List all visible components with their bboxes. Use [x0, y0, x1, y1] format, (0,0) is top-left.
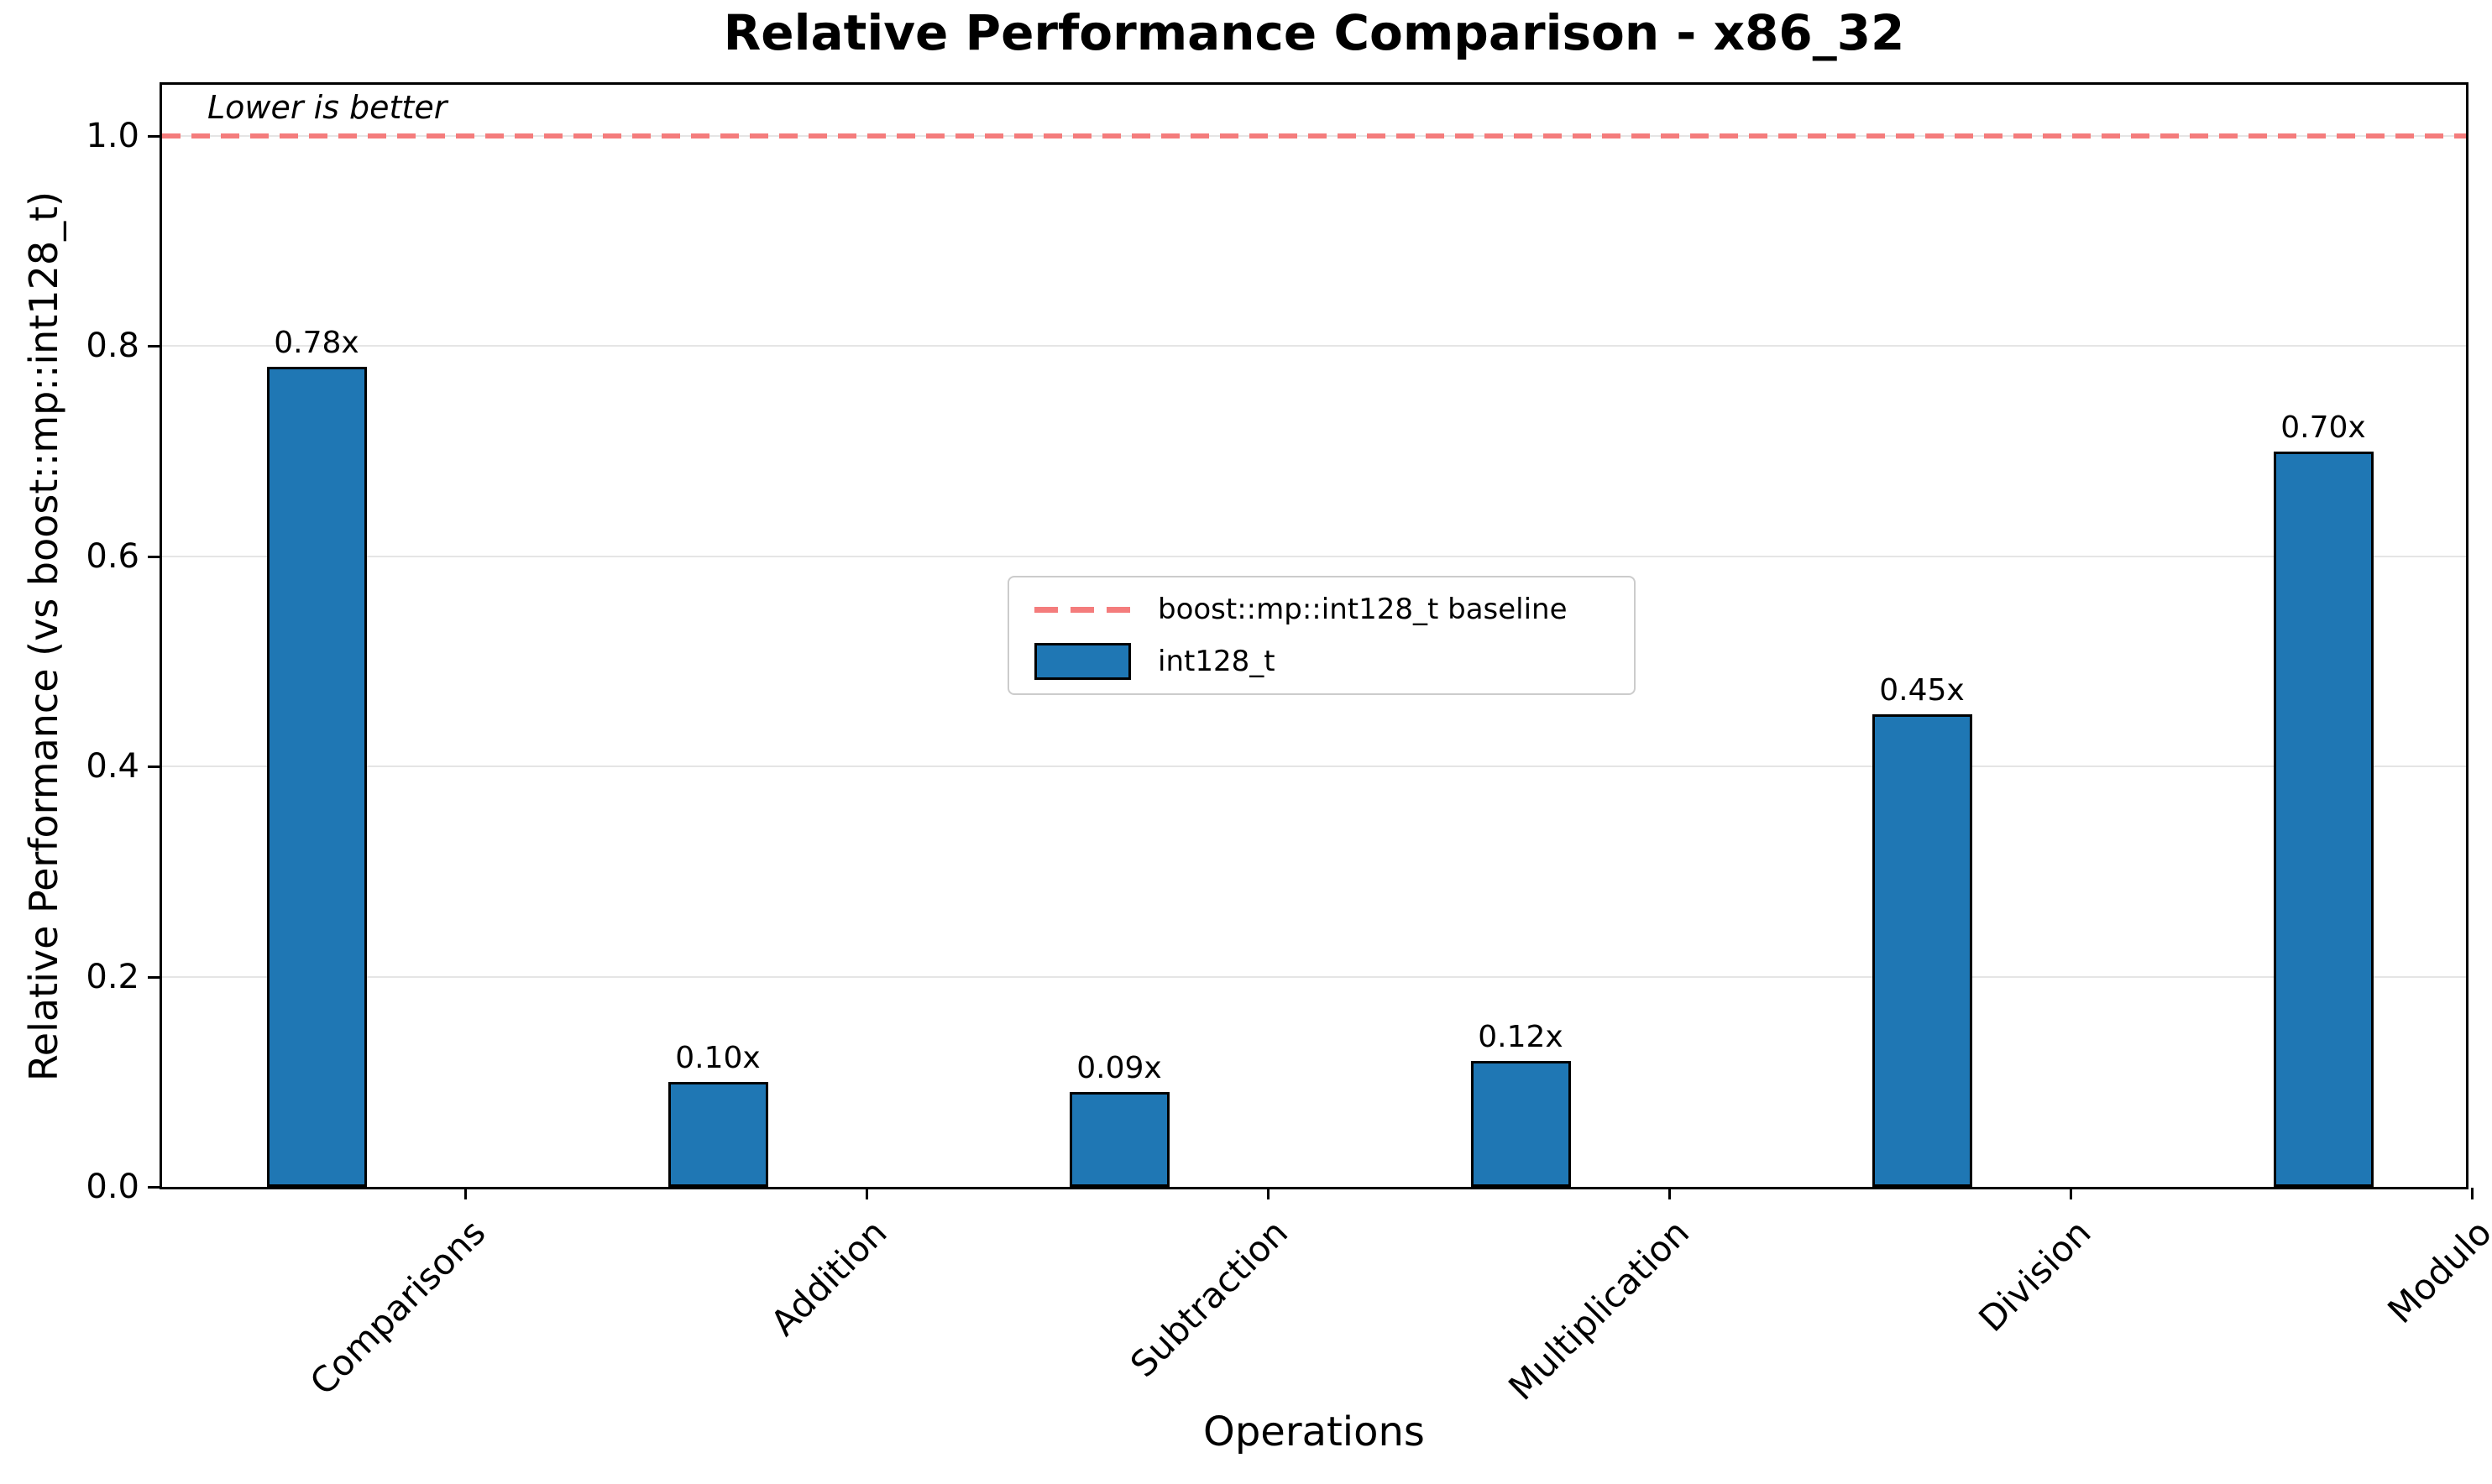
bar-subtraction [1069, 1092, 1170, 1187]
bar-value-label: 0.10x [675, 1040, 761, 1075]
x-tick-mark [2070, 1188, 2072, 1199]
gridline [162, 975, 2466, 978]
bar-value-label: 0.45x [1879, 672, 1965, 708]
x-tick-label-comparisons: Comparisons [301, 1211, 494, 1403]
y-tick-mark [148, 975, 160, 979]
y-tick-label: 0.4 [86, 747, 139, 786]
gridline [162, 555, 2466, 557]
bar-value-label: 0.78x [274, 325, 359, 360]
bar-value-label: 0.70x [2280, 410, 2366, 445]
y-tick-label: 0.6 [86, 536, 139, 576]
bar-value-label: 0.12x [1478, 1019, 1563, 1054]
plot-area: Lower is better 0.78x 0.10x 0.09x 0.12x 0.45… [160, 82, 2468, 1189]
x-tick-mark [2471, 1188, 2474, 1199]
x-tick-label-multiplication: Multiplication [1500, 1211, 1698, 1408]
legend-item-baseline: boost::mp::int128_t baseline [1034, 589, 1609, 630]
lower-is-better-annotation: Lower is better [207, 89, 448, 126]
y-tick-label: 1.0 [86, 117, 139, 155]
bar-multiplication [1470, 1061, 1571, 1187]
x-tick-label-division: Division [1970, 1211, 2099, 1340]
y-axis-label: Relative Performance (vs boost::mp::int1… [21, 191, 66, 1082]
legend-label-baseline: boost::mp::int128_t baseline [1158, 593, 1568, 626]
chart-title: Relative Performance Comparison - x86_32 [723, 4, 1905, 61]
x-tick-label-modulo: Modulo [2379, 1211, 2492, 1332]
y-tick-label: 0.8 [86, 327, 139, 366]
y-tick-mark [148, 135, 160, 138]
x-tick-mark [464, 1188, 467, 1199]
bar-color-swatch [1034, 643, 1131, 680]
baseline-dashed-line [162, 133, 2466, 138]
gridline [162, 766, 2466, 768]
x-tick-label-addition: Addition [762, 1211, 895, 1344]
y-tick-mark [148, 555, 160, 558]
y-tick-label: 0.0 [86, 1168, 139, 1206]
x-tick-mark [1668, 1188, 1671, 1199]
gridline [162, 345, 2466, 347]
x-tick-mark [1267, 1188, 1270, 1199]
x-tick-label-subtraction: Subtraction [1122, 1211, 1296, 1386]
bar-division [1872, 714, 1972, 1187]
baseline-dashed-line-sample [1034, 606, 1131, 613]
bar-addition [668, 1082, 768, 1187]
bar-comparisons [266, 367, 367, 1187]
bar-value-label: 0.09x [1076, 1050, 1162, 1085]
legend-label-int128: int128_t [1158, 645, 1275, 678]
x-tick-mark [866, 1188, 868, 1199]
y-tick-label: 0.2 [86, 957, 139, 996]
y-tick-mark [148, 1186, 160, 1189]
x-axis-label: Operations [1203, 1408, 1425, 1455]
y-tick-mark [148, 345, 160, 348]
legend-item-int128: int128_t [1034, 641, 1609, 682]
bar-modulo [2273, 452, 2374, 1187]
legend: boost::mp::int128_t baseline int128_t [1008, 576, 1636, 695]
y-tick-mark [148, 766, 160, 769]
